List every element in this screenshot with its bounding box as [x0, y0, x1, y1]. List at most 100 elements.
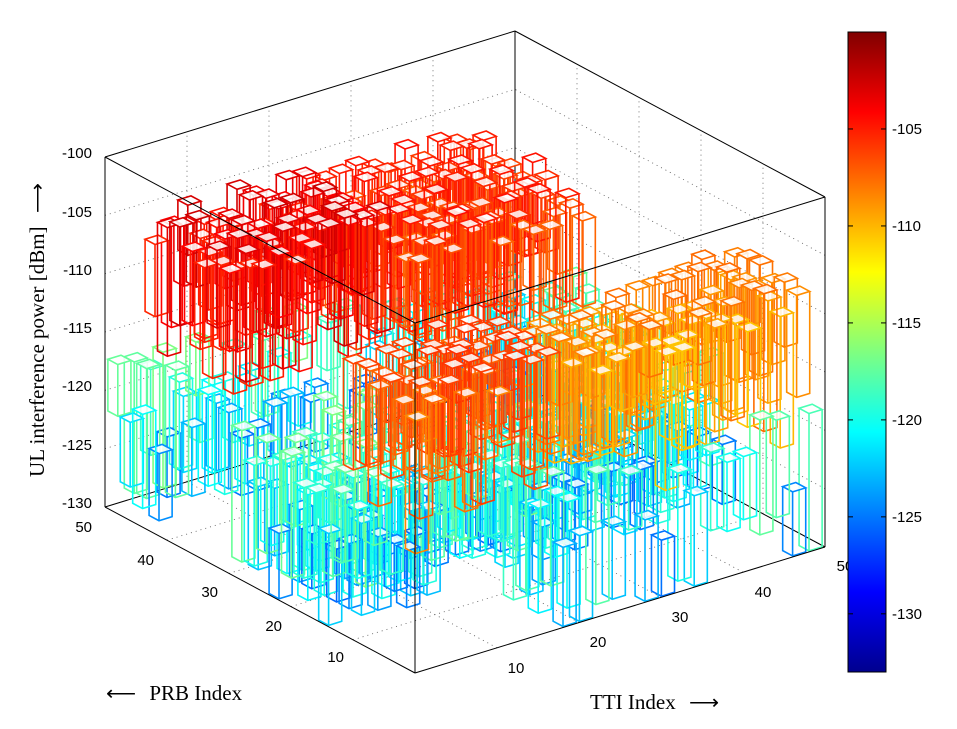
bar-top [179, 417, 207, 429]
bar-top [553, 187, 581, 199]
box-edge [104, 30, 516, 158]
colorbar-tick-label: -115 [892, 315, 921, 332]
plot-box-front [104, 156, 826, 674]
bar-top [423, 318, 451, 330]
bar-top [290, 166, 318, 178]
bar-top [311, 390, 339, 402]
bar [653, 345, 681, 492]
bar-top [686, 306, 714, 318]
bar-top [413, 166, 441, 178]
bar [105, 354, 133, 418]
bar-top [196, 384, 224, 396]
bar-top [389, 193, 417, 205]
z-tick-label: -115 [63, 320, 92, 337]
bar-top [105, 354, 133, 366]
bar [637, 319, 665, 379]
bar [735, 321, 763, 429]
bar [254, 432, 282, 555]
y-tick-label: 40 [137, 552, 154, 569]
bar-top [521, 224, 549, 236]
bar-top [439, 242, 467, 254]
bar [419, 392, 447, 483]
z-axis-label: UL interference power [dBm] ⟶ [25, 183, 49, 477]
bar [130, 404, 158, 510]
bar [452, 386, 480, 513]
bar [439, 242, 467, 314]
bar-top [332, 207, 360, 220]
bar-top [669, 269, 697, 281]
bar [665, 463, 693, 582]
colorbar: -105 -110 -115 -120 -125 -130 [847, 31, 922, 673]
bar-side [781, 486, 807, 557]
bar-top [254, 231, 282, 243]
bar-top [487, 164, 515, 176]
bar-top [520, 152, 548, 164]
colorbar-tick-label: -110 [892, 218, 921, 235]
bar-top [562, 477, 590, 489]
bar-top [278, 386, 306, 398]
bar-top [616, 464, 644, 476]
bar [616, 464, 644, 531]
bar [567, 525, 595, 623]
box-edge [514, 30, 826, 198]
bar-top [471, 176, 499, 188]
bars [105, 130, 825, 628]
bar-top [583, 463, 611, 475]
bar-top [163, 360, 191, 372]
bar [304, 482, 332, 546]
bar-top [418, 209, 446, 221]
bar [179, 417, 207, 498]
bar-side [268, 528, 293, 600]
bar-top [180, 241, 208, 253]
bar [649, 529, 677, 598]
bar [751, 283, 779, 433]
y-tick-label: 20 [265, 618, 282, 635]
bar-side [144, 239, 169, 318]
bar-top [443, 205, 471, 217]
bar-side [716, 457, 741, 533]
bar-top [329, 483, 357, 495]
bar-top [533, 169, 561, 181]
bar-top [479, 154, 507, 166]
bar-top [682, 485, 710, 497]
bar-top [175, 195, 203, 207]
bar-top [386, 348, 414, 360]
z-tick-label: -125 [62, 437, 92, 454]
bar [436, 374, 464, 458]
grid-line [514, 88, 826, 256]
bar-top [287, 232, 315, 244]
bar [682, 485, 710, 588]
bar [600, 515, 628, 601]
bar-top [229, 214, 257, 226]
bar [315, 217, 343, 331]
bar-top [377, 185, 405, 197]
bar-top [772, 272, 800, 284]
bar-top [538, 465, 566, 477]
bar [710, 434, 738, 506]
bar-top [254, 432, 282, 444]
bar [471, 212, 499, 309]
bar-top [130, 404, 158, 416]
bar-top [459, 162, 487, 174]
bar-top [237, 189, 265, 201]
bar [604, 351, 632, 448]
bar-top [311, 181, 339, 193]
bar-top [538, 309, 566, 321]
bar [661, 289, 689, 366]
bar-top [492, 192, 520, 204]
bar [797, 403, 825, 552]
bar-top [534, 345, 562, 358]
bar-top [217, 208, 245, 220]
bar [485, 385, 513, 444]
bar-top [710, 434, 738, 446]
bar-top [327, 163, 355, 175]
bar-top [571, 346, 599, 358]
bar-top [714, 261, 742, 274]
bar-top [768, 306, 796, 318]
bar-side [732, 451, 758, 521]
box-edge [414, 196, 826, 324]
box-edge [414, 546, 826, 674]
bar-top [320, 404, 348, 416]
bar-top [587, 364, 615, 376]
